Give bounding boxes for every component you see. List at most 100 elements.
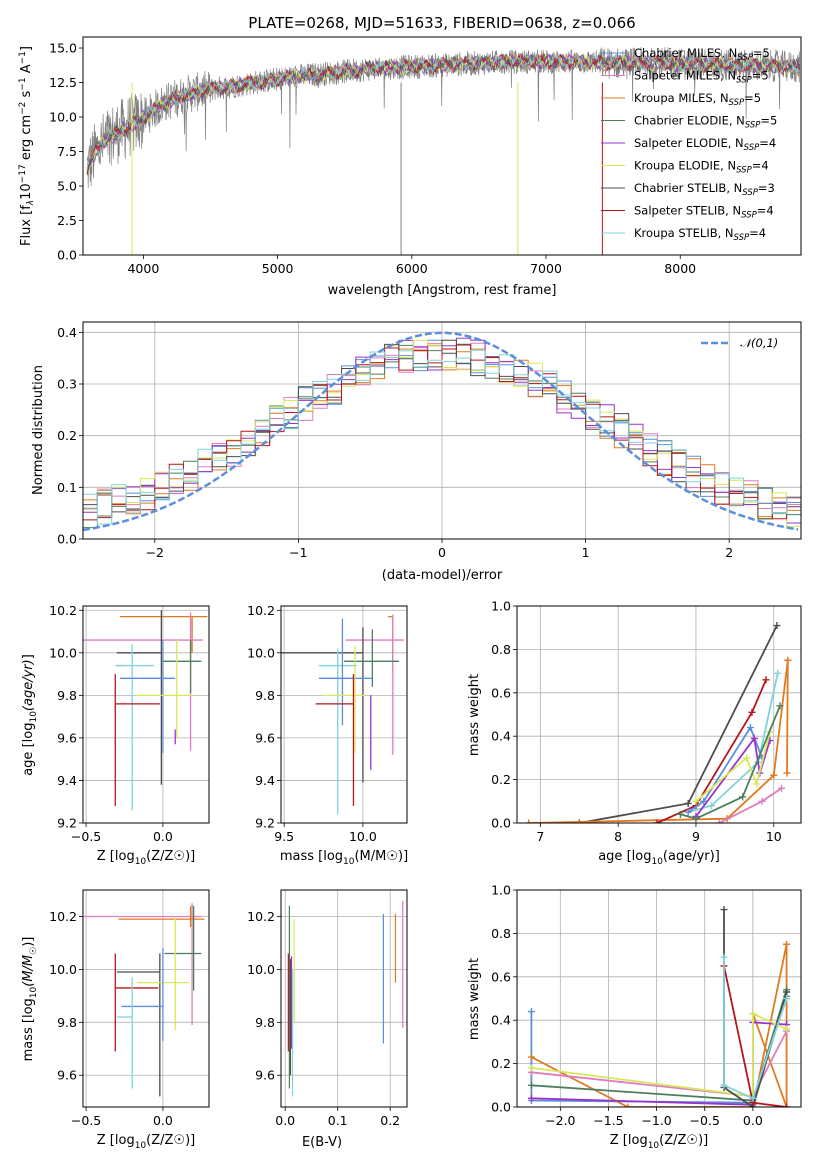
series-marker-chabrier_stelib xyxy=(773,622,781,630)
series-marker-kroupa_elodie xyxy=(783,1025,791,1033)
y-tick-label: 10.0 xyxy=(247,962,275,977)
series-marker-chabrier_stelib xyxy=(575,819,583,823)
y-tick-label: 10.0 xyxy=(49,645,77,660)
series-marker-kroupa_miles xyxy=(624,1103,632,1107)
series-marker-kroupa_miles xyxy=(527,1053,535,1061)
ebv-xlabel: E(B-V) xyxy=(302,1135,342,1150)
series-marker-salpeter_miles xyxy=(715,819,723,823)
y-tick-label: 12.5 xyxy=(49,75,77,90)
series-marker-chabrier_miles xyxy=(746,724,754,732)
residuals-plot-area: −2 −1 0 1 2 0.0 0.1 0.2 0.3 0.4 xyxy=(57,321,802,560)
series-marker-chabrier_miles xyxy=(527,1008,535,1016)
model-line-salpeter_elodie xyxy=(86,52,801,168)
series-line-salpeter_elodie xyxy=(695,736,771,818)
legend-label-salpeter_miles: Salpeter MILES, NSSP=5 xyxy=(634,69,769,86)
legend-label-chabrier_stelib: Chabrier STELIB, NSSP=3 xyxy=(634,181,775,198)
series-marker-kroupa_miles xyxy=(784,656,792,664)
series-marker-chabrier_elodie xyxy=(692,815,700,823)
x-tick-label: 0.0 xyxy=(153,1113,173,1128)
x-tick-label: 8 xyxy=(614,829,622,844)
y-tick-label: 0.8 xyxy=(491,926,511,941)
series-marker-kroupa_stelib xyxy=(783,995,791,1002)
spectrum-panel: PLATE=0268, MJD=51633, FIBERID=0638, z=0… xyxy=(18,14,802,298)
legend-label-chabrier_elodie: Chabrier ELODIE, NSSP=5 xyxy=(634,114,777,131)
plot-content xyxy=(86,47,801,255)
legend-label-kroupa_stelib: Kroupa STELIB, NSSP=4 xyxy=(634,226,766,243)
x-tick-label: 1 xyxy=(582,545,590,560)
series-marker-chabrier_elodie xyxy=(776,702,784,710)
y-tick-label: 5.0 xyxy=(57,179,77,194)
series-marker-salpeter_elodie xyxy=(527,1094,535,1102)
series-line-chabrier_elodie xyxy=(680,705,781,820)
x-tick-label: −2 xyxy=(146,545,164,560)
series-marker-kroupa_stelib xyxy=(720,953,728,961)
x-axis-label: mass [log10(M/M☉)] xyxy=(280,849,408,867)
y-tick-label: 2.5 xyxy=(57,213,77,228)
y-tick-label: 10.2 xyxy=(247,909,275,924)
mass-weight-ylabel-top: mass weight xyxy=(467,674,482,756)
y-tick-label: 9.6 xyxy=(57,1068,77,1083)
y-tick-label: 10.2 xyxy=(49,909,77,924)
residuals-legend: 𝒩(0,1) xyxy=(701,336,778,350)
series-marker-chabrier_elodie xyxy=(676,810,684,818)
y-tick-label: 9.4 xyxy=(57,773,77,788)
plot-content xyxy=(525,622,792,823)
x-tick-label: 10 xyxy=(766,829,782,844)
x-tick-label: 0.0 xyxy=(275,1113,295,1128)
histogram-kroupa_stelib xyxy=(83,349,801,525)
plot-content xyxy=(281,614,404,815)
x-tick-label: −1 xyxy=(289,545,307,560)
x-tick-label: 7000 xyxy=(530,261,562,276)
x-axis-label: Z [log10(Z/Z☉)] xyxy=(97,849,195,867)
series-line-kroupa_miles xyxy=(528,660,789,823)
axis-frame xyxy=(516,605,802,824)
x-axis-label: age [log10(age/yr)] xyxy=(598,849,720,867)
axis-frame xyxy=(82,321,802,540)
y-tick-label: 10.2 xyxy=(247,603,275,618)
y-tick-label: 7.5 xyxy=(57,144,77,159)
y-tick-label: 9.8 xyxy=(255,1015,275,1030)
spectrum-legend: Chabrier MILES, NSSP=5 Salpeter MILES, NS… xyxy=(601,46,777,243)
y-tick-label: 10.0 xyxy=(247,645,275,660)
y-tick-label: 10.2 xyxy=(49,603,77,618)
series-line-kroupa_miles xyxy=(786,660,789,774)
y-tick-label: 9.8 xyxy=(57,1015,77,1030)
x-tick-label: 9.5 xyxy=(274,829,294,844)
axis-frame xyxy=(280,605,408,824)
model-line-chabrier_stelib xyxy=(86,52,801,176)
x-tick-label: −0.5 xyxy=(690,1113,720,1128)
legend-label-kroupa_miles: Kroupa MILES, NSSP=5 xyxy=(634,91,761,108)
model-line-salpeter_stelib xyxy=(86,53,801,175)
legend-label-chabrier_miles: Chabrier MILES, NSSP=5 xyxy=(634,46,770,63)
series-marker-kroupa_miles xyxy=(525,819,533,823)
axis-frame xyxy=(516,889,802,1108)
series-line-chabrier_miles xyxy=(687,725,763,813)
series-marker-kroupa_stelib xyxy=(749,1094,757,1102)
series-marker-kroupa_elodie xyxy=(692,797,700,805)
series-marker-chabrier_elodie xyxy=(739,793,747,801)
y-tick-label: 0.2 xyxy=(491,1056,511,1071)
y-tick-label: 9.2 xyxy=(57,816,77,831)
y-tick-label: 9.6 xyxy=(57,730,77,745)
plot-content xyxy=(84,903,205,1097)
x-tick-label: −2.0 xyxy=(545,1113,575,1128)
y-tick-label: 15.0 xyxy=(49,41,77,56)
plot-content xyxy=(527,906,791,1107)
y-tick-label: 0.2 xyxy=(491,772,511,787)
spectrum-title: PLATE=0268, MJD=51633, FIBERID=0638, z=0… xyxy=(248,14,635,32)
series-marker-salpeter_stelib xyxy=(783,1103,791,1107)
spectrum-plot-area: 4000 5000 6000 7000 8000 0.0 2.5 5.0 7.5 10.0 12.5… xyxy=(49,36,802,276)
y-tick-label: 9.4 xyxy=(255,773,275,788)
residuals-panel: −2 −1 0 1 2 0.0 0.1 0.2 0.3 0.4 (data-model)/erro… xyxy=(31,321,802,583)
y-tick-label: 9.8 xyxy=(57,688,77,703)
y-tick-label: 0.6 xyxy=(491,685,511,700)
y-tick-label: 0.4 xyxy=(491,729,511,744)
legend-label-salpeter_stelib: Salpeter STELIB, NSSP=4 xyxy=(634,204,774,221)
x-tick-label: 8000 xyxy=(664,261,696,276)
series-marker-salpeter_stelib xyxy=(653,819,661,823)
series-marker-kroupa_miles xyxy=(770,771,778,779)
series-marker-kroupa_stelib xyxy=(774,669,782,677)
x-tick-label: 5000 xyxy=(262,261,294,276)
y-tick-label: 9.6 xyxy=(255,1068,275,1083)
